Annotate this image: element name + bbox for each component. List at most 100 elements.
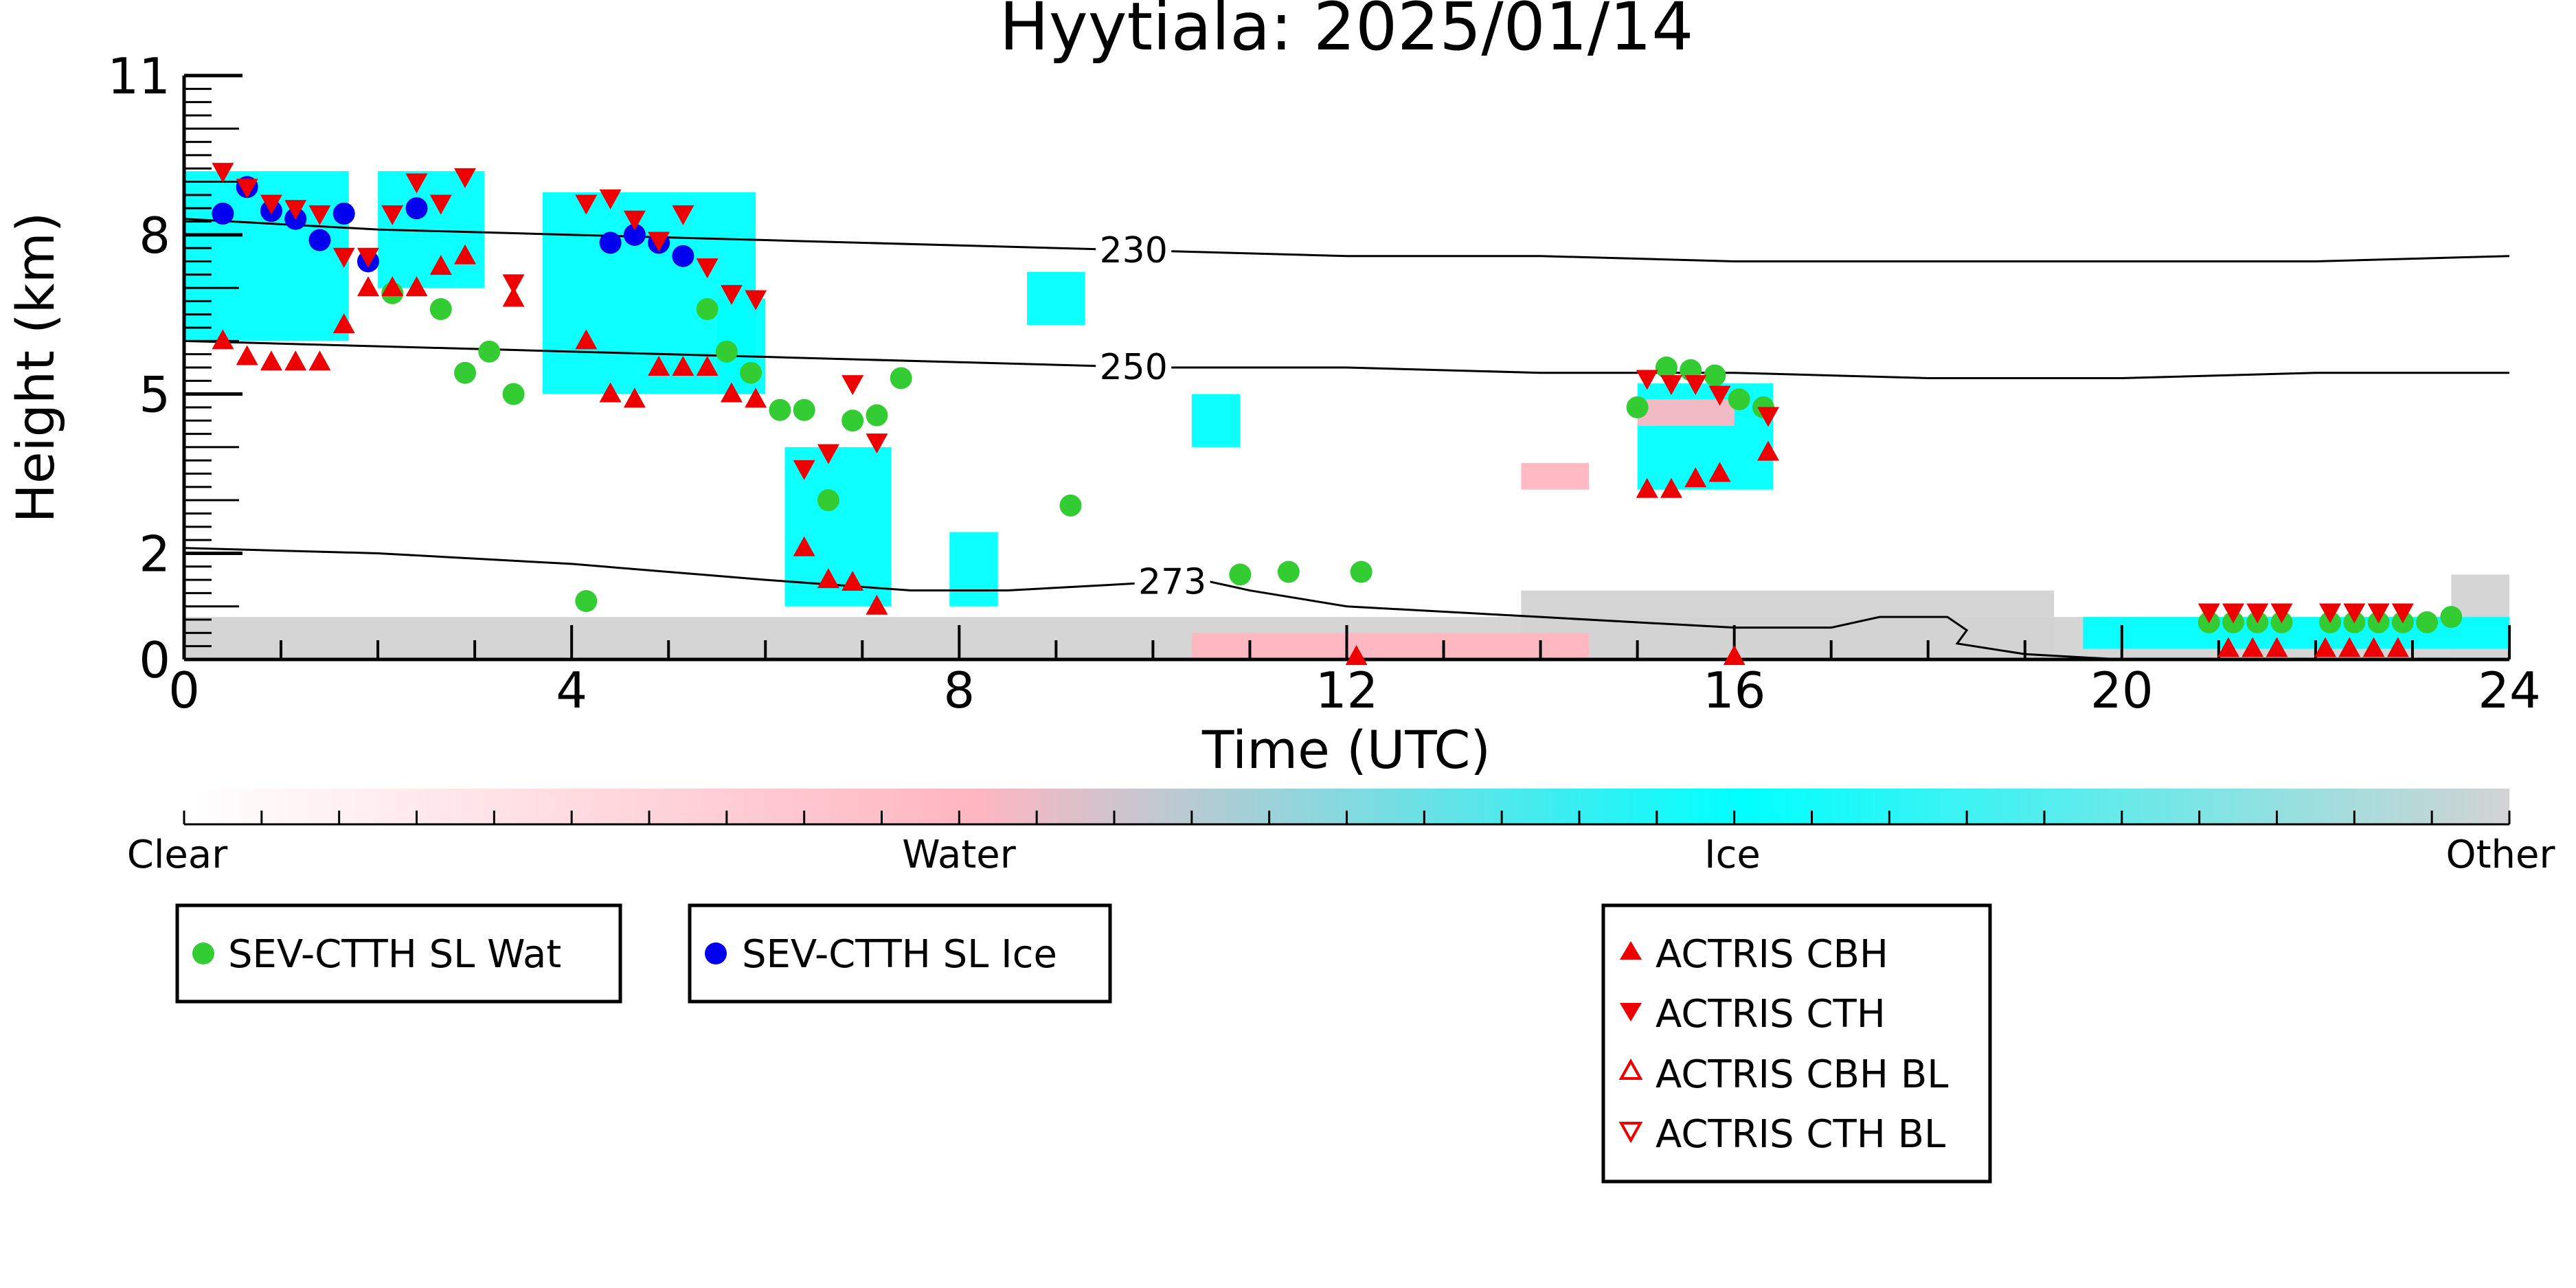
legend-cbh-marker [1620, 941, 1642, 960]
point-actris-cbh [2362, 637, 2385, 657]
point-actris-cbh [841, 570, 864, 591]
point-sev-ctth-sl-wat [1229, 563, 1252, 586]
point-actris-cbh [720, 382, 743, 403]
legend-wat-label: SEV-CTTH SL Wat [228, 932, 561, 977]
y-tick-label: 2 [139, 525, 170, 583]
axes: 0 4 8 12 16 20 24 0 2 5 8 11 [107, 47, 2540, 719]
point-actris-cth [1660, 375, 1682, 396]
contour-label-230: 230 [1100, 230, 1168, 271]
y-tick-label: 0 [139, 631, 170, 689]
point-sev-ctth-sl-wat [1350, 561, 1372, 583]
point-sev-ctth-sl-wat [429, 298, 452, 320]
point-actris-cth [2343, 603, 2366, 624]
point-actris-cth [260, 194, 282, 215]
point-actris-cth [2391, 603, 2414, 624]
colorbar: Clear Water Ice Other [127, 789, 2555, 877]
x-tick-label: 0 [168, 662, 200, 719]
point-actris-cth [2270, 603, 2293, 624]
point-sev-ctth-sl-wat [866, 404, 888, 427]
point-sev-ctth-sl-ice [308, 229, 331, 251]
point-actris-cth [236, 179, 258, 199]
contour-230 [184, 218, 2509, 262]
point-sev-ctth-sl-wat [478, 340, 501, 363]
point-sev-ctth-sl-ice [212, 202, 234, 225]
point-actris-cth [1757, 407, 1780, 427]
point-actris-cth [357, 247, 379, 268]
point-actris-cth [502, 274, 525, 295]
contour-label-273: 273 [1138, 561, 1206, 602]
x-tick-label: 16 [1703, 662, 1766, 719]
legend-cbh-bl-marker [1618, 1058, 1643, 1080]
point-actris-cbh [817, 568, 839, 589]
y-tick-label: 8 [139, 207, 170, 264]
x-axis-label: Time (UTC) [1201, 719, 1491, 780]
point-actris-cth [2246, 603, 2269, 624]
colorbar-label-other: Other [2445, 833, 2555, 877]
point-actris-cbh [357, 276, 379, 297]
point-actris-cth [696, 258, 719, 279]
y-tick-label: 11 [107, 47, 170, 105]
classification-field [184, 171, 2509, 659]
point-actris-cbh [2266, 637, 2288, 657]
point-actris-cbh [429, 255, 452, 275]
point-actris-cbh [1345, 645, 1368, 666]
point-actris-cth [599, 189, 622, 210]
contour-label-250: 250 [1100, 347, 1168, 388]
point-sev-ctth-sl-wat [502, 383, 525, 405]
point-sev-ctth-sl-wat [740, 361, 762, 384]
legend-cth-bl-marker [1618, 1122, 1643, 1144]
point-sev-ctth-sl-ice [405, 197, 428, 220]
legend-cth-bl-label: ACTRIS CTH BL [1656, 1112, 1945, 1157]
legend-wat-marker [192, 942, 214, 964]
data-markers [212, 163, 2463, 666]
point-sev-ctth-sl-wat [1626, 396, 1649, 418]
point-actris-cth [2197, 603, 2220, 624]
chart-title: Hyytiala: 2025/01/14 [999, 0, 1694, 65]
point-actris-cth [308, 205, 331, 225]
point-actris-cth [793, 460, 815, 480]
point-sev-ctth-sl-wat [1277, 561, 1300, 583]
contour-273 [184, 547, 2122, 659]
point-actris-cbh [648, 356, 670, 376]
point-actris-cth [381, 205, 404, 225]
point-sev-ctth-sl-wat [454, 361, 477, 384]
point-actris-cth [429, 194, 452, 215]
point-actris-cth [720, 284, 743, 305]
point-actris-cbh [2386, 637, 2409, 657]
point-sev-ctth-sl-wat [793, 398, 815, 421]
x-tick-label: 12 [1315, 662, 1379, 719]
point-sev-ctth-sl-wat [2416, 611, 2439, 633]
point-actris-cth [1684, 375, 1707, 396]
point-actris-cbh [405, 276, 428, 297]
point-actris-cth [212, 163, 234, 183]
x-tick-label: 24 [2478, 662, 2541, 719]
point-actris-cbh [866, 594, 888, 615]
point-actris-cth [284, 200, 307, 221]
point-actris-cth [1708, 385, 1731, 406]
point-actris-cbh [599, 382, 622, 403]
point-sev-ctth-sl-wat [696, 298, 719, 320]
point-actris-cth [405, 173, 428, 194]
classification-region [1191, 633, 1590, 659]
point-actris-cth [454, 168, 477, 188]
point-actris-cbh [575, 329, 598, 350]
point-actris-cbh [1660, 477, 1682, 498]
point-sev-ctth-sl-wat [1655, 357, 1677, 379]
point-actris-cbh [1708, 462, 1731, 482]
point-actris-cbh [381, 276, 404, 297]
point-actris-cbh [623, 387, 646, 408]
classification-region [1191, 394, 1241, 447]
point-actris-cth [672, 205, 694, 225]
legend-cth-label: ACTRIS CTH [1656, 992, 1886, 1037]
point-actris-cbh [1723, 645, 1745, 666]
y-tick-label: 5 [139, 366, 170, 424]
legend-ice-label: SEV-CTTH SL Ice [742, 932, 1057, 977]
classification-region [1027, 271, 1085, 326]
classification-region [949, 532, 998, 607]
y-axis-label: Height (km) [5, 212, 66, 523]
point-sev-ctth-sl-wat [769, 398, 791, 421]
point-actris-cth [841, 375, 864, 396]
point-sev-ctth-sl-wat [1059, 494, 1082, 517]
point-actris-cbh [2338, 637, 2361, 657]
